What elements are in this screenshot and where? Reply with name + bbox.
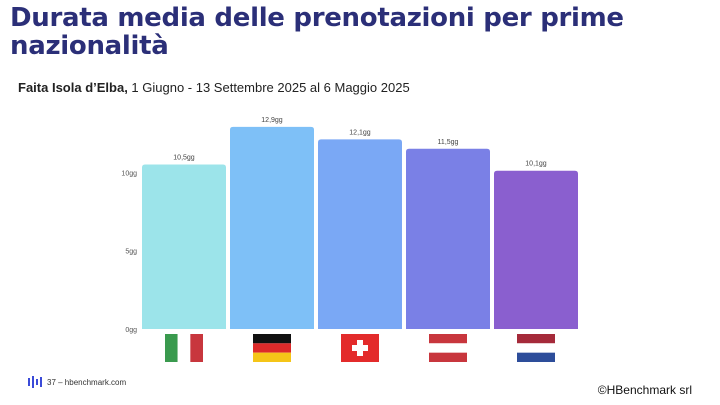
flag-austria-icon [429, 334, 467, 362]
y-tick-label-2: 10gg [121, 170, 137, 177]
footer: 37 – hbenchmark.com [28, 376, 126, 388]
bar-value-label-4: 10,1gg [525, 161, 547, 168]
bar-italia [142, 164, 226, 329]
y-tick-label-1: 5gg [125, 249, 137, 256]
footer-page-text: 37 – hbenchmark.com [47, 377, 127, 387]
flag-italy-icon [165, 334, 203, 362]
bar-svizzera [318, 139, 402, 329]
bar-value-label-3: 11,5gg [438, 139, 459, 146]
y-tick-label-0: 0gg [125, 327, 137, 334]
subtitle-rest: 1 Giugno - 13 Settembre 2025 al 6 Maggio… [127, 80, 410, 95]
flag-germany-icon [253, 334, 291, 362]
copyright-text: ©HBenchmark srl [597, 383, 692, 397]
bar-value-label-0: 10,5gg [173, 154, 195, 161]
bar-value-label-2: 12,1gg [349, 129, 371, 136]
flag-netherlands-icon [517, 334, 555, 362]
page-title: Durata media delle prenotazioni per prim… [10, 3, 624, 61]
flag-switzerland-icon [341, 334, 379, 362]
chart-subtitle: Faita Isola d’Elba, 1 Giugno - 13 Settem… [18, 80, 410, 95]
bar-germania [230, 126, 314, 330]
bar-value-label-1: 12,9gg [261, 117, 283, 124]
bar-austria [406, 148, 490, 329]
hbenchmark-logo-icon [28, 376, 42, 388]
bar-paesi-bassi [494, 170, 578, 329]
subtitle-bold: Faita Isola d’Elba, [18, 80, 128, 95]
